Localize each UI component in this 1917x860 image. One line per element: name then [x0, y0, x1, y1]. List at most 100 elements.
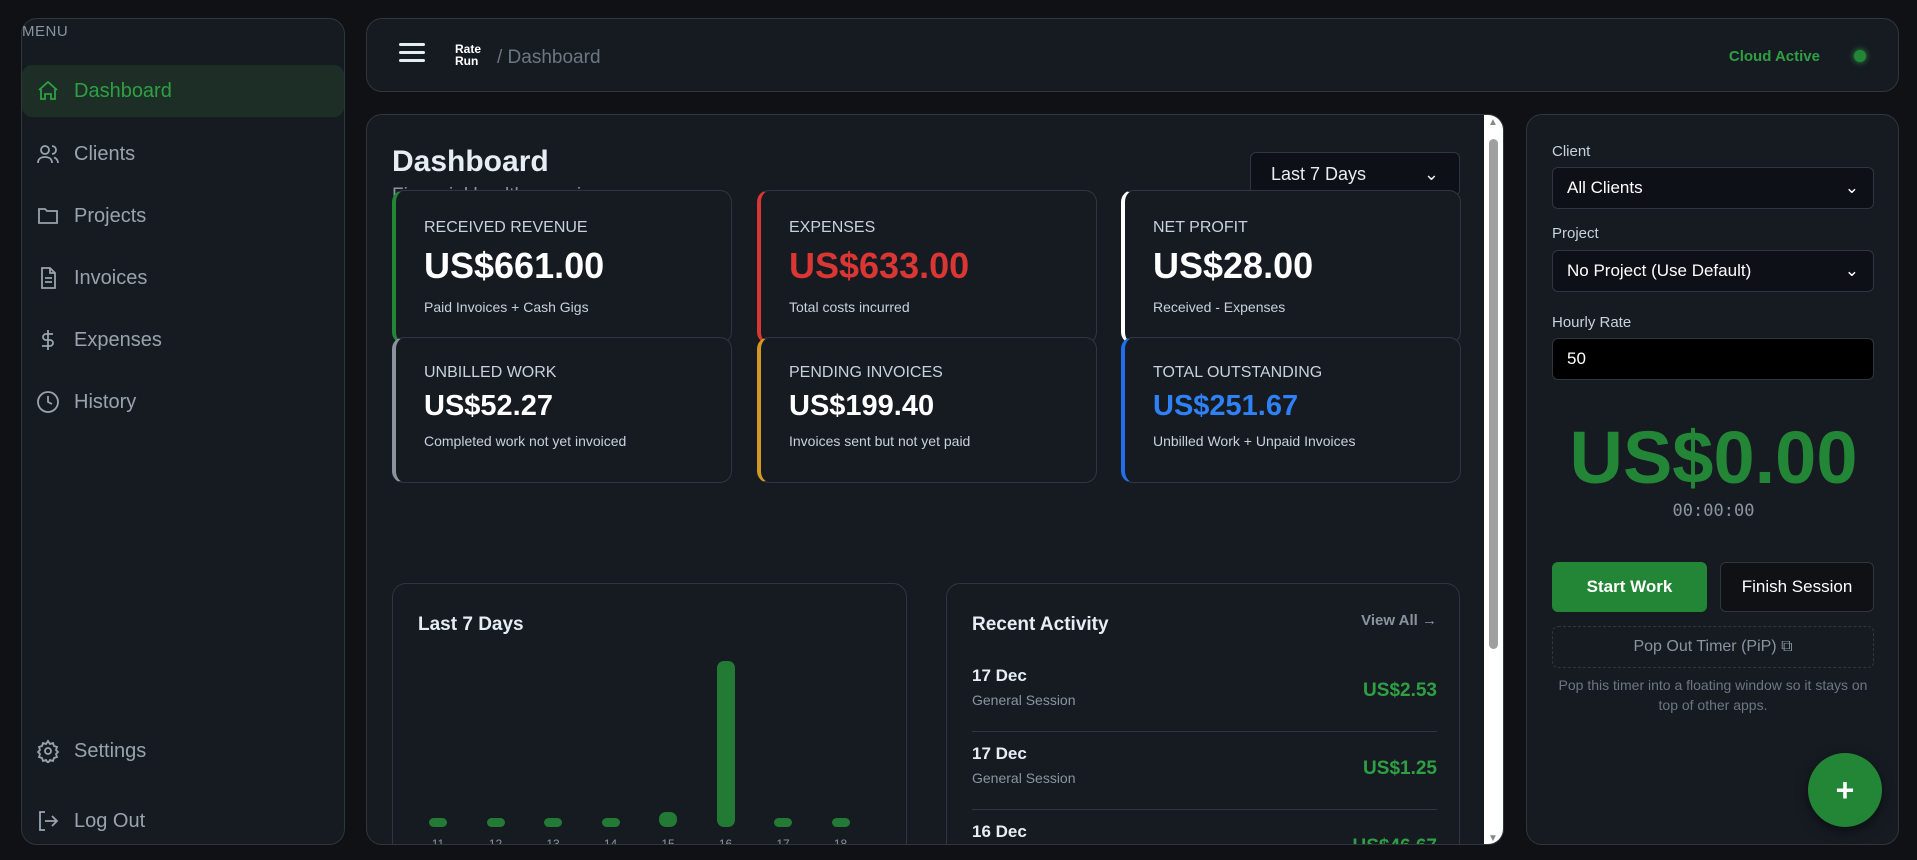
stat-card-net-profit: NET PROFIT US$28.00 Received - Expenses [1121, 190, 1461, 344]
stat-value: US$52.27 [424, 390, 553, 422]
hourly-rate-input[interactable]: 50 [1552, 338, 1874, 380]
menu-label: MENU [22, 23, 69, 40]
earned-amount: US$0.00 [1569, 416, 1858, 499]
hourly-rate-label: Hourly Rate [1552, 314, 1632, 331]
activity-item[interactable]: 16 Dec US$46.67 [972, 810, 1437, 844]
stat-note: Completed work not yet invoiced [424, 433, 627, 449]
gear-icon [36, 739, 60, 763]
sidebar-item-invoices[interactable]: Invoices [22, 252, 344, 304]
project-select[interactable]: No Project (Use Default) ⌄ [1552, 250, 1874, 292]
sidebar-item-history[interactable]: History [22, 376, 344, 428]
stat-label: RECEIVED REVENUE [424, 219, 588, 236]
page-title: Dashboard [392, 145, 549, 178]
stat-card-total-outstanding: TOTAL OUTSTANDING US$251.67 Unbilled Work … [1121, 337, 1461, 483]
activity-item[interactable]: 17 Dec General Session US$2.53 [972, 654, 1437, 732]
activity-desc: General Session [972, 692, 1076, 708]
stat-value: US$661.00 [424, 245, 605, 286]
users-icon [37, 145, 59, 164]
chart-bar-15[interactable] [659, 812, 677, 827]
x-tick-label: 18 [833, 837, 848, 845]
activity-desc: General Session [972, 770, 1076, 786]
chart-bar-16[interactable] [716, 661, 735, 827]
x-tick-label: 12 [488, 837, 503, 845]
header: Rate Run / Dashboard Cloud Active [366, 18, 1899, 92]
main-content: Dashboard Financial health overview. Las… [366, 114, 1504, 845]
activity-amount: US$2.53 [1363, 680, 1437, 701]
stat-card-expenses: EXPENSES US$633.00 Total costs incurred [757, 190, 1097, 344]
sidebar-item-label: Clients [74, 142, 136, 165]
chart-bar-13[interactable] [544, 818, 562, 827]
activity-date: 17 Dec [972, 744, 1027, 763]
activity-amount: US$46.67 [1352, 836, 1437, 844]
activity-date: 16 Dec [972, 822, 1027, 841]
stat-value: US$251.67 [1153, 390, 1299, 422]
sidebar-item-label: History [74, 390, 137, 413]
chevron-down-icon: ⌄ [1423, 163, 1439, 184]
x-tick-label: 16 [718, 837, 733, 845]
timer-panel: Client All Clients ⌄ Project No Project (… [1526, 114, 1899, 845]
sidebar-item-label: Projects [74, 204, 147, 227]
elapsed-time: 00:00:00 [1672, 501, 1755, 521]
folder-icon [38, 208, 58, 224]
scroll-up-icon[interactable]: ▲ [1488, 117, 1498, 128]
stat-label: NET PROFIT [1153, 219, 1248, 236]
chart-card: Last 7 Days 11 12 13 14 15 16 17 18 [392, 583, 907, 845]
start-work-button[interactable]: Start Work [1552, 562, 1707, 612]
sidebar: MENU Dashboard Clients Projects Invoices… [21, 18, 345, 845]
sidebar-item-dashboard[interactable]: Dashboard [22, 65, 344, 117]
client-label: Client [1552, 143, 1591, 160]
scrollbar-thumb[interactable] [1489, 139, 1498, 649]
sidebar-item-label: Expenses [74, 328, 162, 351]
chart-bar-17[interactable] [774, 818, 792, 827]
hamburger-menu-icon[interactable] [399, 43, 425, 65]
stat-note: Paid Invoices + Cash Gigs [424, 299, 589, 315]
date-range-select[interactable]: Last 7 Days ⌄ [1250, 152, 1460, 196]
sidebar-item-clients[interactable]: Clients [22, 128, 344, 180]
pop-out-timer-button[interactable]: Pop Out Timer (PiP) ⧉ [1552, 626, 1874, 668]
chart-bar-11[interactable] [429, 818, 447, 827]
sidebar-item-label: Log Out [74, 809, 146, 832]
chart-bar-14[interactable] [601, 818, 620, 827]
pip-help-text: Pop this timer into a floating window so… [1558, 677, 1868, 713]
sidebar-item-label: Dashboard [74, 79, 172, 102]
x-tick-label: 13 [546, 837, 560, 845]
logo: Rate Run [455, 42, 482, 68]
stat-label: PENDING INVOICES [789, 364, 943, 381]
cloud-status: Cloud Active [1728, 48, 1820, 65]
chart-title: Last 7 Days [418, 614, 524, 635]
sidebar-item-projects[interactable]: Projects [22, 190, 344, 242]
stat-card-received-revenue: RECEIVED REVENUE US$661.00 Paid Invoices +… [392, 190, 732, 344]
scroll-down-icon[interactable]: ▼ [1488, 833, 1498, 844]
stat-label: EXPENSES [789, 219, 876, 236]
x-tick-label: 11 [431, 837, 445, 845]
activity-item[interactable]: 17 Dec General Session US$1.25 [972, 732, 1437, 810]
add-button[interactable]: + [1808, 753, 1882, 827]
stat-note: Total costs incurred [789, 299, 910, 315]
activity-amount: US$1.25 [1363, 758, 1437, 779]
sidebar-item-logout[interactable]: Log Out [22, 795, 344, 847]
stat-note: Received - Expenses [1153, 299, 1286, 315]
view-all-link[interactable]: View All → [1361, 612, 1437, 629]
stat-label: TOTAL OUTSTANDING [1153, 364, 1323, 381]
x-tick-label: 15 [661, 837, 675, 845]
chevron-down-icon: ⌄ [1844, 261, 1859, 280]
chart-bar-12[interactable] [486, 818, 505, 827]
chart-bar-18[interactable] [831, 818, 850, 827]
scrollbar[interactable]: ▲ ▼ [1484, 115, 1503, 844]
stat-card-pending-invoices: PENDING INVOICES US$199.40 Invoices sent b… [757, 337, 1097, 483]
logout-icon [39, 811, 59, 831]
sidebar-item-settings[interactable]: Settings [22, 725, 344, 777]
finish-session-button[interactable]: Finish Session [1720, 562, 1874, 612]
stat-note: Unbilled Work + Unpaid Invoices [1153, 433, 1356, 449]
stat-note: Invoices sent but not yet paid [789, 433, 971, 449]
project-label: Project [1552, 225, 1599, 242]
stat-value: US$199.40 [789, 390, 935, 422]
sidebar-item-label: Settings [74, 739, 147, 762]
recent-activity-card: Recent Activity View All → 17 Dec General… [946, 583, 1460, 844]
client-select[interactable]: All Clients ⌄ [1552, 167, 1874, 209]
x-tick-label: 14 [603, 837, 618, 845]
project-value: No Project (Use Default) [1567, 261, 1752, 280]
sidebar-item-expenses[interactable]: Expenses [22, 314, 344, 366]
sidebar-item-label: Invoices [74, 266, 148, 289]
stat-label: UNBILLED WORK [424, 364, 557, 381]
